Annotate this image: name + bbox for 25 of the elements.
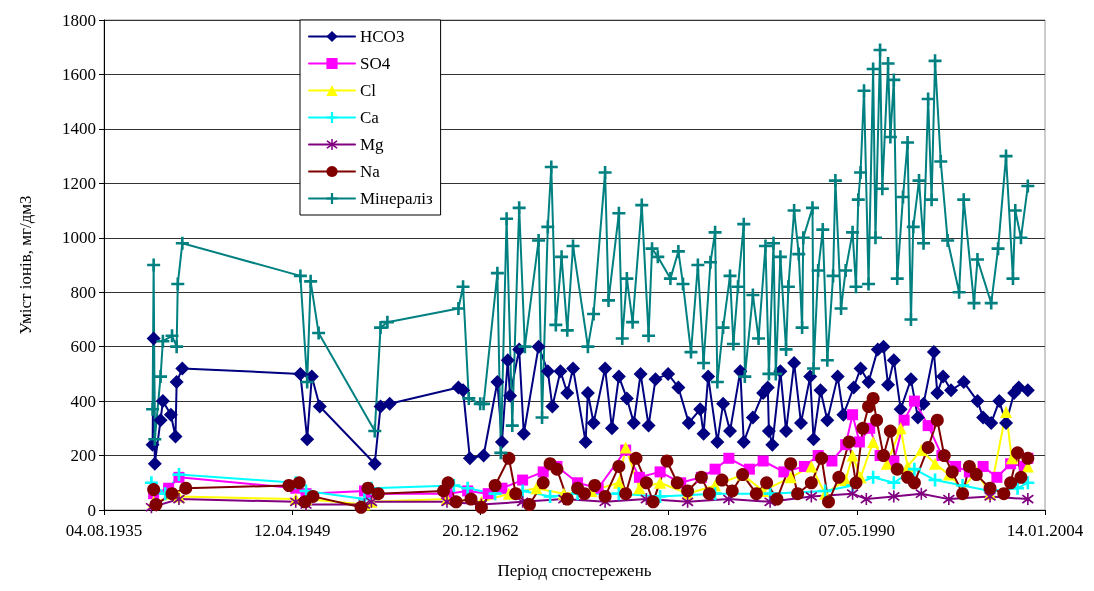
y-tick-label: 1800 [62,10,96,30]
y-tick-label: 400 [70,391,96,411]
x-axis-title: Період спостережень [497,561,652,580]
y-tick-label: 1400 [62,119,96,139]
legend-label: Мінераліз [360,189,433,208]
legend-label: HCO3 [360,27,405,46]
y-tick-label: 800 [70,282,96,302]
legend-label: Cl [360,81,377,100]
x-tick-label: 14.01.2004 [1006,521,1084,540]
legend-label: Mg [360,135,385,154]
y-tick-label: 1600 [62,64,96,84]
y-tick-label: 1000 [62,228,96,248]
y-tick-label: 600 [70,337,96,357]
legend-label: SO4 [360,54,391,73]
x-tick-label: 20.12.1962 [442,521,519,540]
y-tick-label: 0 [87,500,96,520]
legend-label: Ca [360,108,380,127]
x-tick-label: 12.04.1949 [253,521,331,540]
x-tick-label: 28.08.1976 [630,521,707,540]
y-tick-label: 200 [70,446,96,466]
y-tick-label: 1200 [62,173,96,193]
legend-label: Na [360,162,381,181]
y-axis-title: Уміст іонів, мг/дм3 [16,195,35,335]
x-tick-label: 07.05.1990 [818,521,896,540]
x-tick-label: 04.08.1935 [65,521,143,540]
